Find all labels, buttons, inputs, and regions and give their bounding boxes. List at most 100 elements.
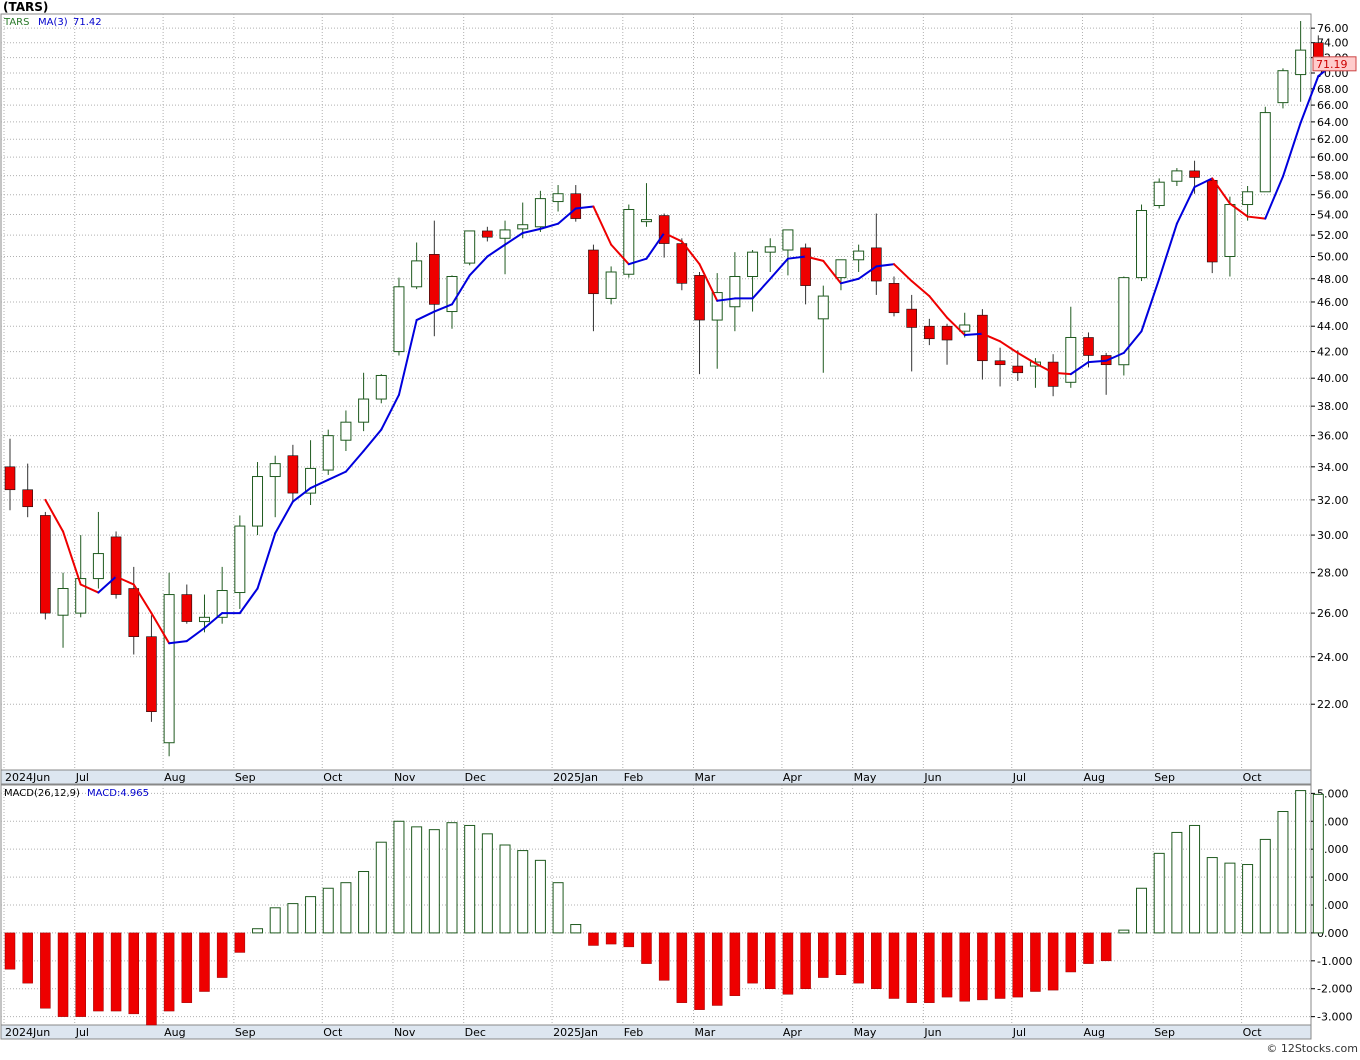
candle-up bbox=[729, 275, 741, 308]
candle-down bbox=[181, 594, 193, 622]
price-xaxis-label: Dec bbox=[465, 771, 486, 784]
macd-bar-up bbox=[481, 833, 493, 934]
candle-down bbox=[924, 325, 935, 340]
macd-bar-up bbox=[411, 826, 423, 934]
candle-down bbox=[40, 515, 51, 614]
macd-xaxis-label: Feb bbox=[624, 1026, 643, 1039]
candle-up bbox=[1259, 112, 1271, 193]
price-xaxis-label: Jul bbox=[1012, 771, 1026, 784]
candle-up bbox=[517, 224, 529, 230]
last-price-box bbox=[1312, 56, 1357, 72]
price-ytick-label: 64.00 bbox=[1317, 116, 1349, 129]
macd-xaxis-label: Oct bbox=[323, 1026, 343, 1039]
ma-segment bbox=[468, 255, 489, 277]
price-xaxis-label: 2025Jan bbox=[553, 771, 598, 784]
price-ytick-label: 24.00 bbox=[1317, 651, 1349, 664]
macd-bar-up bbox=[1312, 793, 1324, 934]
ma-segment bbox=[1264, 175, 1284, 220]
ma-segment bbox=[203, 612, 224, 629]
price-ytick-label: 52.00 bbox=[1317, 229, 1349, 242]
price-xaxis-label: Apr bbox=[783, 771, 803, 784]
price-xaxis-label: 2024Jun bbox=[5, 771, 50, 784]
candle-up bbox=[393, 286, 405, 353]
candle-up bbox=[411, 260, 423, 288]
candle-down bbox=[906, 308, 917, 328]
candle-down bbox=[110, 536, 122, 595]
ma-segment bbox=[274, 500, 294, 535]
price-ytick-label: 74.00 bbox=[1317, 37, 1349, 50]
candle-up bbox=[499, 229, 511, 239]
macd-bar-up bbox=[252, 928, 264, 934]
candle-up bbox=[464, 230, 476, 264]
candle-up bbox=[322, 435, 334, 471]
candle-up bbox=[835, 259, 847, 279]
price-legend-ticker: TARS bbox=[3, 17, 29, 28]
macd-bar-up bbox=[1136, 887, 1148, 934]
candle-up bbox=[1065, 336, 1077, 383]
candle-up bbox=[358, 398, 370, 423]
price-plot-frame bbox=[0, 13, 1312, 771]
price-xaxis-label: Aug bbox=[164, 771, 185, 784]
candle-down bbox=[1206, 179, 1218, 263]
ma-segment bbox=[291, 487, 312, 503]
macd-bar-down bbox=[941, 932, 953, 998]
price-xaxis-strip bbox=[0, 769, 1312, 785]
macd-bar-up bbox=[1171, 831, 1183, 934]
ma-segment bbox=[1016, 351, 1037, 365]
macd-legend-value: MACD:4.965 bbox=[87, 788, 149, 799]
ma-segment bbox=[380, 393, 400, 431]
ma-segment bbox=[1052, 371, 1072, 376]
price-legend-ma-value: 71.42 bbox=[73, 17, 102, 28]
macd-bar-down bbox=[906, 932, 917, 1003]
candle-up bbox=[817, 295, 829, 320]
price-xaxis-label: May bbox=[854, 771, 877, 784]
price-ytick-label: 38.00 bbox=[1317, 400, 1349, 413]
macd-ytick-label: 2.000 bbox=[1317, 871, 1349, 884]
price-ytick-label: 40.00 bbox=[1317, 372, 1349, 385]
macd-bar-down bbox=[4, 932, 16, 970]
macd-bar-down bbox=[128, 932, 140, 1015]
price-ytick-label: 32.00 bbox=[1317, 494, 1349, 507]
price-xaxis-label: Feb bbox=[624, 771, 643, 784]
candle-up bbox=[1224, 204, 1236, 258]
candle-up bbox=[711, 292, 723, 321]
ma-segment bbox=[1069, 361, 1090, 376]
price-ytick-label: 48.00 bbox=[1317, 273, 1349, 286]
candle-down bbox=[941, 325, 953, 341]
macd-xaxis-label: Jun bbox=[923, 1026, 941, 1039]
ma-segment bbox=[397, 319, 418, 396]
macd-bar-down bbox=[676, 932, 688, 1003]
macd-bar-down bbox=[782, 932, 794, 995]
macd-ytick-label: 0.000 bbox=[1317, 927, 1349, 940]
macd-xaxis-label: Jul bbox=[1012, 1026, 1026, 1039]
ma-segment bbox=[1105, 351, 1125, 362]
ma-segment bbox=[822, 259, 842, 285]
candle-up bbox=[75, 578, 87, 614]
ma-segment bbox=[574, 205, 595, 210]
macd-xaxis-label: 2024Jun bbox=[5, 1026, 50, 1039]
ma-segment bbox=[1087, 359, 1108, 364]
candle-up bbox=[1153, 181, 1165, 207]
ma-segment bbox=[238, 587, 259, 615]
candle-down bbox=[994, 360, 1006, 366]
macd-bar-down bbox=[588, 932, 599, 946]
macd-bar-down bbox=[75, 932, 86, 1017]
ma-segment bbox=[486, 243, 507, 258]
ma-segment bbox=[804, 255, 825, 262]
ma-segment bbox=[132, 583, 153, 615]
macd-bar-down bbox=[1100, 932, 1112, 962]
candle-down bbox=[570, 193, 582, 219]
macd-xaxis-label: Sep bbox=[235, 1026, 256, 1039]
ma-segment bbox=[557, 207, 577, 225]
ma-segment bbox=[415, 310, 436, 322]
candle-down bbox=[128, 588, 140, 637]
candle-up bbox=[375, 374, 387, 400]
macd-bar-up bbox=[1118, 929, 1130, 934]
candle-down bbox=[694, 275, 705, 321]
price-ytick-label: 42.00 bbox=[1317, 346, 1349, 359]
candle-up bbox=[853, 250, 865, 261]
macd-bar-up bbox=[1259, 838, 1271, 934]
ma-segment bbox=[698, 263, 719, 302]
price-xaxis-label: Aug bbox=[1083, 771, 1104, 784]
ma-segment bbox=[627, 257, 648, 266]
